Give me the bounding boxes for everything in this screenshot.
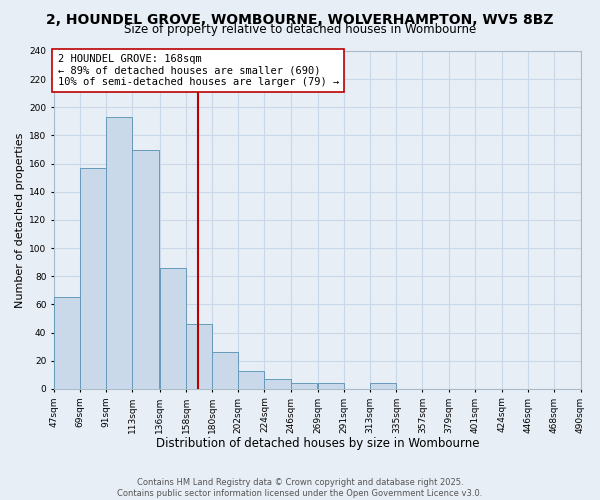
Bar [265,379,290,389]
Bar [133,150,158,389]
Y-axis label: Number of detached properties: Number of detached properties [15,132,25,308]
Text: Size of property relative to detached houses in Wombourne: Size of property relative to detached ho… [124,22,476,36]
Bar [186,324,212,389]
Text: Contains HM Land Registry data © Crown copyright and database right 2025.
Contai: Contains HM Land Registry data © Crown c… [118,478,482,498]
Bar [212,352,238,389]
Bar [160,268,186,389]
Text: 2 HOUNDEL GROVE: 168sqm
← 89% of detached houses are smaller (690)
10% of semi-d: 2 HOUNDEL GROVE: 168sqm ← 89% of detache… [58,54,339,87]
Bar [370,383,397,389]
Bar [238,370,265,389]
Bar [290,383,317,389]
Bar [54,298,80,389]
Bar [106,117,133,389]
X-axis label: Distribution of detached houses by size in Wombourne: Distribution of detached houses by size … [155,437,479,450]
Bar [318,383,344,389]
Bar [80,168,106,389]
Text: 2, HOUNDEL GROVE, WOMBOURNE, WOLVERHAMPTON, WV5 8BZ: 2, HOUNDEL GROVE, WOMBOURNE, WOLVERHAMPT… [46,12,554,26]
